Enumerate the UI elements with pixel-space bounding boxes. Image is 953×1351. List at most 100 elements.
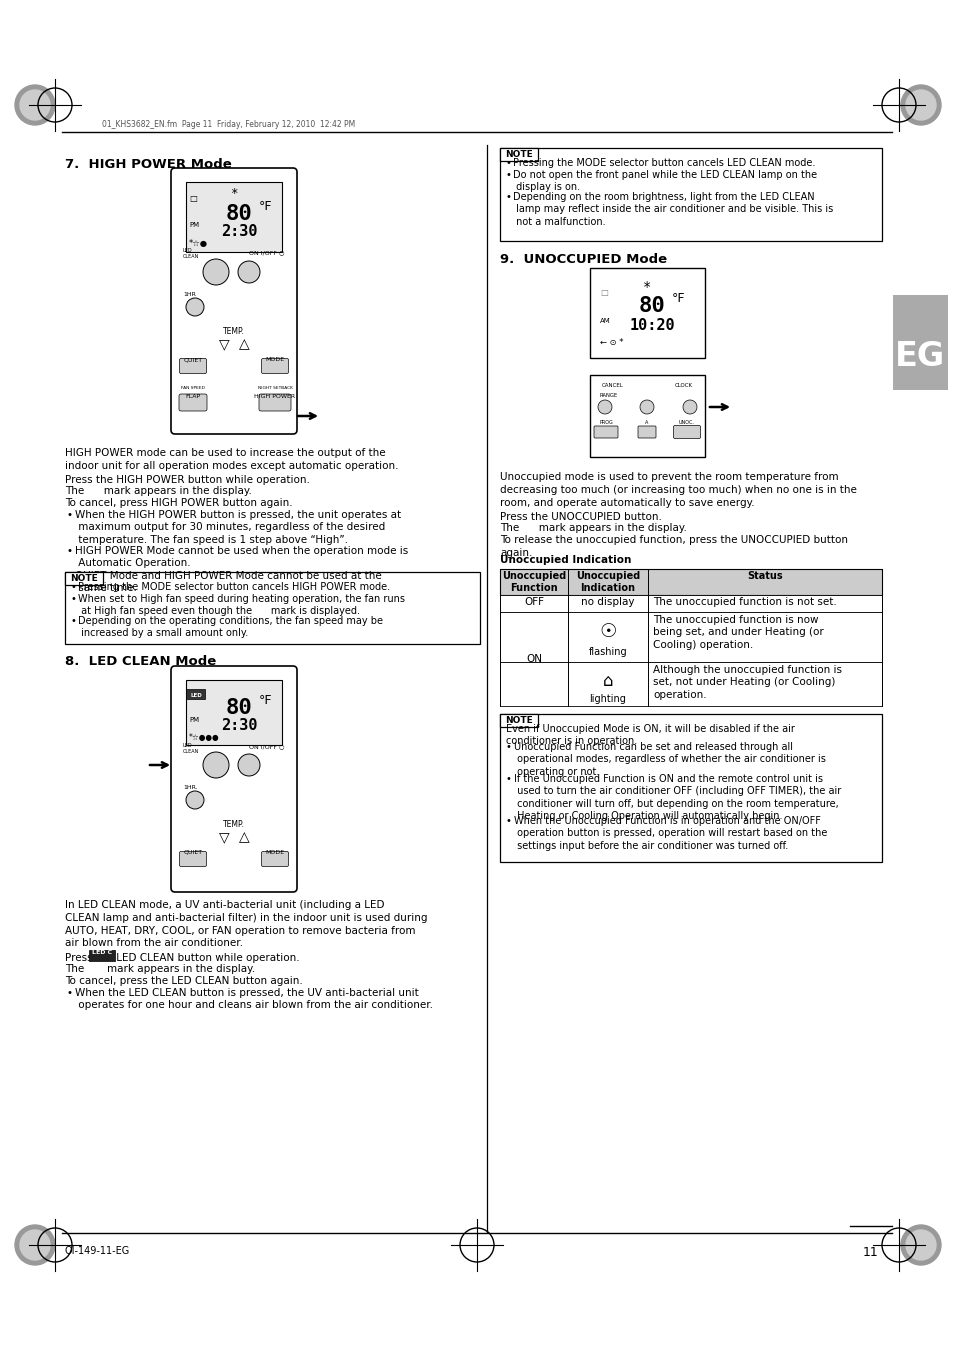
Text: •: • xyxy=(505,816,512,825)
Text: •: • xyxy=(71,594,77,604)
Text: QUIET: QUIET xyxy=(183,357,202,362)
Text: The unoccupied function is now
being set, and under Heating (or
Cooling) operati: The unoccupied function is now being set… xyxy=(652,615,822,650)
Bar xyxy=(89,950,115,961)
Circle shape xyxy=(905,1229,935,1260)
Text: •: • xyxy=(505,774,512,784)
Text: ▽: ▽ xyxy=(218,336,229,351)
FancyBboxPatch shape xyxy=(258,394,291,411)
Bar xyxy=(589,376,704,457)
Text: QUIET Mode and HIGH POWER Mode cannot be used at the
 same time.: QUIET Mode and HIGH POWER Mode cannot be… xyxy=(75,571,381,593)
Text: If the Unoccupied Function is ON and the remote control unit is
 used to turn th: If the Unoccupied Function is ON and the… xyxy=(514,774,841,821)
Text: •: • xyxy=(505,192,512,203)
Circle shape xyxy=(900,1225,940,1265)
Text: ⌂: ⌂ xyxy=(602,671,613,690)
Text: lighting: lighting xyxy=(589,694,626,704)
Text: 1HR: 1HR xyxy=(183,292,195,297)
Text: 01_KHS3682_EN.fm  Page 11  Friday, February 12, 2010  12:42 PM: 01_KHS3682_EN.fm Page 11 Friday, Februar… xyxy=(102,120,355,128)
Circle shape xyxy=(15,1225,55,1265)
Bar xyxy=(499,569,882,594)
Text: NOTE: NOTE xyxy=(504,716,533,725)
Text: 2:30: 2:30 xyxy=(220,224,257,239)
Text: LED: LED xyxy=(190,693,202,698)
FancyBboxPatch shape xyxy=(179,394,207,411)
FancyBboxPatch shape xyxy=(673,426,700,439)
Text: •: • xyxy=(505,158,512,168)
Circle shape xyxy=(186,299,204,316)
FancyBboxPatch shape xyxy=(186,689,205,698)
Circle shape xyxy=(905,91,935,120)
Bar xyxy=(892,295,947,390)
Circle shape xyxy=(598,400,612,413)
Text: The unoccupied function is not set.: The unoccupied function is not set. xyxy=(652,597,836,607)
Text: PM: PM xyxy=(189,222,199,228)
Text: •: • xyxy=(67,546,73,557)
Text: 7.  HIGH POWER Mode: 7. HIGH POWER Mode xyxy=(65,158,232,172)
Text: When the HIGH POWER button is pressed, the unit operates at
 maximum output for : When the HIGH POWER button is pressed, t… xyxy=(75,509,400,544)
FancyBboxPatch shape xyxy=(171,168,296,434)
Text: Press the HIGH POWER button while operation.: Press the HIGH POWER button while operat… xyxy=(65,476,310,485)
Text: LED
CLEAN: LED CLEAN xyxy=(183,743,199,754)
FancyBboxPatch shape xyxy=(261,358,288,373)
Text: Unoccupied mode is used to prevent the room temperature from
decreasing too much: Unoccupied mode is used to prevent the r… xyxy=(499,471,856,508)
Text: 10:20: 10:20 xyxy=(629,317,674,332)
Bar xyxy=(589,267,704,358)
FancyBboxPatch shape xyxy=(594,426,618,438)
Circle shape xyxy=(20,1229,50,1260)
Text: HIGH POWER mode can be used to increase the output of the
indoor unit for all op: HIGH POWER mode can be used to increase … xyxy=(65,449,398,470)
Text: 80: 80 xyxy=(226,698,253,717)
Text: NOTE: NOTE xyxy=(504,150,533,159)
Text: UNOC.: UNOC. xyxy=(679,420,695,426)
Text: •: • xyxy=(71,616,77,626)
Text: In LED CLEAN mode, a UV anti-bacterial unit (including a LED
CLEAN lamp and anti: In LED CLEAN mode, a UV anti-bacterial u… xyxy=(65,900,427,948)
Text: NOTE: NOTE xyxy=(71,574,98,584)
Circle shape xyxy=(237,261,260,282)
Bar xyxy=(499,149,537,161)
Text: 1HR.: 1HR. xyxy=(183,785,197,790)
Circle shape xyxy=(900,85,940,126)
Text: PM: PM xyxy=(189,717,199,723)
Text: 11: 11 xyxy=(862,1246,878,1259)
Text: Although the unoccupied function is
set, not under Heating (or Cooling)
operatio: Although the unoccupied function is set,… xyxy=(652,665,841,700)
Text: Unoccupied
Indication: Unoccupied Indication xyxy=(576,571,639,593)
Text: AM: AM xyxy=(599,317,610,324)
Text: To cancel, press HIGH POWER button again.: To cancel, press HIGH POWER button again… xyxy=(65,499,293,508)
Text: When the Unoccupied Function is in operation and the ON/OFF
 operation button is: When the Unoccupied Function is in opera… xyxy=(514,816,826,851)
FancyBboxPatch shape xyxy=(179,851,206,866)
Circle shape xyxy=(639,400,654,413)
Text: A: A xyxy=(644,420,648,426)
Text: 80: 80 xyxy=(638,296,664,316)
Circle shape xyxy=(237,754,260,775)
Circle shape xyxy=(186,790,204,809)
Text: 9.  UNOCCUPIED Mode: 9. UNOCCUPIED Mode xyxy=(499,253,666,266)
Text: *☆●●●: *☆●●● xyxy=(189,734,219,742)
Text: FAN SPEED: FAN SPEED xyxy=(181,386,205,390)
Text: •: • xyxy=(67,509,73,520)
Text: The       mark appears in the display.: The mark appears in the display. xyxy=(65,965,254,974)
Text: •: • xyxy=(505,742,512,753)
Text: To release the unoccupied function, press the UNOCCUPIED button
again.: To release the unoccupied function, pres… xyxy=(499,535,847,558)
Text: MODE: MODE xyxy=(265,850,284,855)
Text: ▽: ▽ xyxy=(218,830,229,844)
Text: Depending on the operating conditions, the fan speed may be
 increased by a smal: Depending on the operating conditions, t… xyxy=(78,616,382,639)
Text: °F: °F xyxy=(671,292,685,305)
Text: Depending on the room brightness, light from the LED CLEAN
 lamp may reflect ins: Depending on the room brightness, light … xyxy=(513,192,832,227)
FancyBboxPatch shape xyxy=(638,426,656,438)
Text: Press the UNOCCUPIED button.: Press the UNOCCUPIED button. xyxy=(499,512,661,521)
Text: HIGH POWER Mode cannot be used when the operation mode is
 Automatic Operation.: HIGH POWER Mode cannot be used when the … xyxy=(75,546,408,569)
Text: EG: EG xyxy=(894,340,944,373)
Text: •: • xyxy=(67,571,73,581)
Text: *☆●: *☆● xyxy=(189,239,208,249)
Bar xyxy=(499,713,882,862)
Bar xyxy=(499,612,882,662)
Circle shape xyxy=(20,91,50,120)
Text: Press the LED CLEAN button while operation.: Press the LED CLEAN button while operati… xyxy=(65,952,299,963)
Text: °F: °F xyxy=(258,694,273,707)
Text: °F: °F xyxy=(258,200,273,213)
Text: ☉: ☉ xyxy=(598,621,616,640)
Text: Pressing the MODE selector button cancels LED CLEAN mode.: Pressing the MODE selector button cancel… xyxy=(513,158,815,168)
Text: flashing: flashing xyxy=(588,647,627,657)
Text: The      mark appears in the display.: The mark appears in the display. xyxy=(65,486,252,496)
Text: CLOCK: CLOCK xyxy=(675,382,692,388)
Bar xyxy=(499,594,882,612)
Text: △: △ xyxy=(238,336,249,351)
